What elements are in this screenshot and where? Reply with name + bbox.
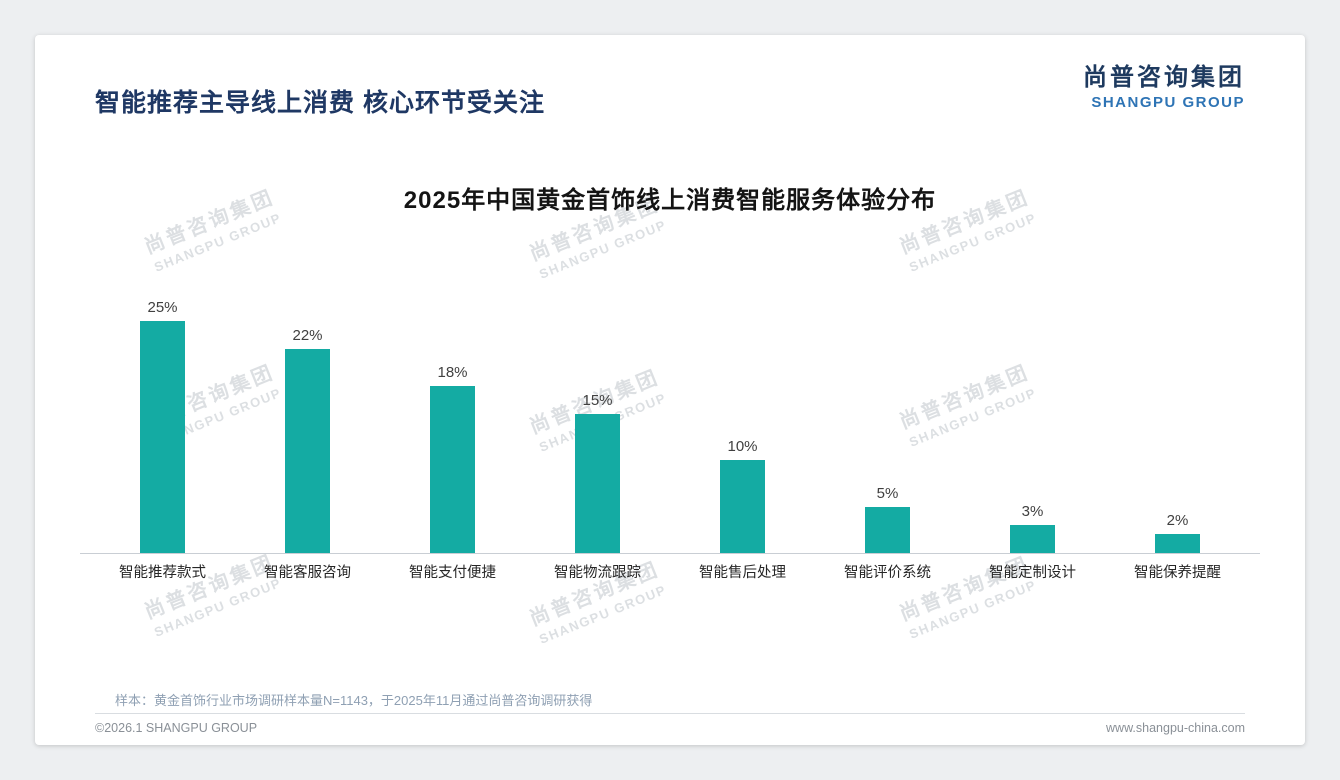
bar [140, 321, 185, 553]
bar-value-label: 3% [1021, 503, 1044, 520]
bar-column: 5% [815, 485, 960, 553]
header: 智能推荐主导线上消费 核心环节受关注 尚普咨询集团 SHANGPU GROUP [95, 57, 1245, 119]
bar-column: 22% [235, 327, 380, 553]
bar [1155, 534, 1200, 553]
logo-chinese-text: 尚普咨询集团 [1083, 64, 1245, 91]
bar [285, 349, 330, 553]
watermark-english-text: SHANGPU GROUP [152, 574, 284, 640]
bar-value-label: 25% [147, 299, 178, 316]
bar-column: 2% [1105, 512, 1250, 553]
category-label: 智能物流跟踪 [554, 565, 641, 581]
category-label: 智能售后处理 [699, 565, 786, 581]
bar [720, 460, 765, 553]
category-label: 智能定制设计 [989, 565, 1076, 581]
category-label: 智能客服咨询 [264, 565, 351, 581]
logo-english-text: SHANGPU GROUP [1091, 94, 1245, 111]
bar-column: 3% [960, 503, 1105, 553]
sample-footnote: 样本：黄金首饰行业市场调研样本量N=1143，于2025年11月通过尚普咨询调研… [115, 693, 593, 708]
watermark-chinese-text: 尚普咨询集团 [141, 551, 278, 624]
company-logo: 尚普咨询集团 SHANGPU GROUP [1083, 57, 1245, 111]
page-title: 智能推荐主导线上消费 核心环节受关注 [95, 89, 545, 117]
bar-value-label: 2% [1166, 512, 1189, 529]
bar-column: 15% [525, 392, 670, 553]
bar-chart-plot-area: 25% 22% 18% 15% 10% 5% 3% 2% [80, 253, 1260, 554]
category-axis: 智能推荐款式 智能客服咨询 智能支付便捷 智能物流跟踪 智能售后处理 智能评价系统 智能定制… [80, 561, 1260, 582]
bar-value-label: 18% [437, 364, 468, 381]
category-label: 智能支付便捷 [409, 565, 496, 581]
category-label: 智能评价系统 [844, 565, 931, 581]
bar [865, 507, 910, 553]
bar [575, 414, 620, 553]
category-label: 智能保养提醒 [1134, 565, 1221, 581]
bar-value-label: 22% [292, 327, 323, 344]
footer-website: www.shangpu-china.com [1106, 721, 1245, 735]
watermark-english-text: SHANGPU GROUP [907, 576, 1039, 642]
bar-column: 25% [90, 299, 235, 553]
category-label: 智能推荐款式 [119, 565, 206, 581]
report-card: 尚普咨询集团 SHANGPU GROUP 尚普咨询集团 SHANGPU GROUP 尚普… [35, 35, 1305, 745]
watermark-english-text: SHANGPU GROUP [537, 581, 669, 647]
chart-title: 2025年中国黄金首饰线上消费智能服务体验分布 [403, 187, 937, 214]
bar-column: 18% [380, 364, 525, 553]
bar-column: 10% [670, 438, 815, 553]
bar [1010, 525, 1055, 553]
footer-copyright: ©2026.1 SHANGPU GROUP [95, 721, 258, 735]
footer-divider [95, 713, 1245, 714]
bar [430, 386, 475, 553]
bar-value-label: 10% [727, 438, 758, 455]
bar-value-label: 5% [876, 485, 899, 502]
watermark-chinese-text: 尚普咨询集团 [896, 553, 1033, 626]
bar-value-label: 15% [582, 392, 613, 409]
